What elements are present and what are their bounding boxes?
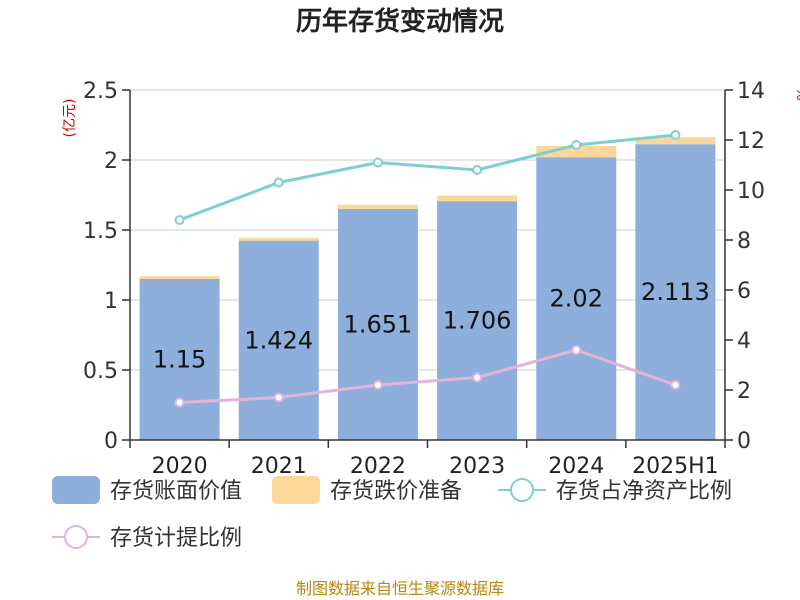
grid-lines bbox=[130, 89, 725, 371]
bar-impairment-reserve bbox=[139, 276, 220, 279]
right-tick-label: 2 bbox=[737, 379, 751, 404]
left-tick-label: 2.5 bbox=[83, 79, 118, 104]
bar-book-value bbox=[635, 144, 716, 440]
bar-impairment-reserve bbox=[635, 137, 716, 145]
right-tick-label: 6 bbox=[737, 279, 751, 304]
left-tick-label: 0.5 bbox=[83, 359, 118, 384]
left-tick-label: 1.5 bbox=[83, 219, 118, 244]
point-provision-ratio bbox=[670, 380, 681, 390]
bar-value-label: 1.424 bbox=[244, 326, 313, 354]
bar-impairment-reserve bbox=[337, 204, 418, 209]
point-provision-ratio bbox=[472, 372, 483, 383]
bar-book-value bbox=[337, 208, 418, 440]
bar-value-label: 2.113 bbox=[641, 278, 710, 306]
bar-impairment-reserve bbox=[238, 237, 319, 241]
source-note: 制图数据来自恒生聚源数据库 bbox=[296, 579, 504, 598]
bar-book-value bbox=[238, 240, 319, 440]
point-inventory-ratio bbox=[472, 165, 483, 175]
right-tick-label: 8 bbox=[737, 229, 751, 254]
line-provision-ratio bbox=[179, 348, 676, 404]
point-inventory-ratio bbox=[670, 130, 681, 140]
bar-value-label: 2.02 bbox=[550, 285, 603, 313]
point-inventory-ratio bbox=[372, 157, 383, 168]
right-tick-label: 12 bbox=[737, 129, 765, 154]
x-tick-label: 2025H1 bbox=[632, 454, 719, 479]
legend-marker bbox=[64, 525, 88, 549]
right-axis-unit: % bbox=[793, 87, 800, 100]
bar-book-value bbox=[536, 157, 617, 440]
x-tick-label: 2023 bbox=[449, 454, 505, 479]
left-tick-label: 1 bbox=[104, 289, 118, 314]
legend-label: 存货计提比例 bbox=[110, 526, 242, 551]
right-tick-label: 10 bbox=[737, 179, 765, 204]
x-tick-label: 2024 bbox=[548, 454, 604, 479]
bar-value-label: 1.651 bbox=[344, 310, 413, 338]
point-inventory-ratio bbox=[174, 215, 185, 225]
right-tick-label: 14 bbox=[737, 79, 765, 104]
legend-label: 存货占净资产比例 bbox=[556, 479, 732, 504]
point-inventory-ratio bbox=[273, 177, 284, 188]
bar-impairment-reserve bbox=[437, 195, 518, 202]
bar-impairment-reserve bbox=[536, 146, 617, 158]
bar-value-label: 1.706 bbox=[443, 307, 512, 335]
axes: 0 0.5 1 1.5 2 2.5 0 2 4 6 8 10 12 14 2020 2021 2022 2023 2… bbox=[83, 79, 765, 479]
left-tick-label: 0 bbox=[104, 429, 118, 454]
x-tick-label: 2021 bbox=[251, 454, 307, 479]
chart-title: 历年存货变动情况 bbox=[296, 6, 504, 37]
point-provision-ratio bbox=[273, 392, 284, 403]
left-tick-label: 2 bbox=[104, 149, 118, 174]
x-tick-label: 2020 bbox=[152, 454, 208, 479]
legend-label: 存货跌价准备 bbox=[330, 479, 462, 504]
lines bbox=[174, 130, 681, 408]
legend-label: 存货账面价值 bbox=[110, 479, 242, 504]
point-provision-ratio bbox=[571, 345, 582, 355]
point-inventory-ratio bbox=[571, 140, 582, 150]
bar-value-label: 1.15 bbox=[153, 346, 206, 374]
bars: 1.15 1.424 1.651 1.706 2.02 2.113 bbox=[139, 137, 716, 440]
legend-marker bbox=[510, 478, 534, 502]
right-tick-label: 0 bbox=[737, 429, 751, 454]
bar-book-value bbox=[437, 201, 518, 440]
right-tick-label: 4 bbox=[737, 329, 751, 354]
point-provision-ratio bbox=[372, 380, 383, 390]
x-tick-label: 2022 bbox=[350, 454, 406, 479]
point-provision-ratio bbox=[174, 397, 185, 408]
legend-swatch bbox=[52, 476, 100, 504]
line-inventory-ratio bbox=[179, 133, 676, 222]
bar-book-value bbox=[139, 279, 220, 440]
legend-swatch bbox=[272, 476, 320, 504]
left-axis-unit: (亿元) bbox=[62, 99, 78, 138]
